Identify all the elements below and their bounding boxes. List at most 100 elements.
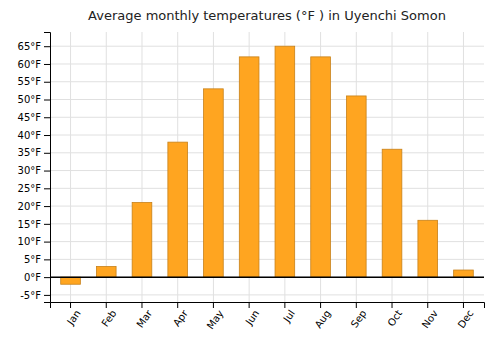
y-axis: -5°F 0°F 5°F 10°F 15°F 20°F 25°F 30°F 35°F 40°F 45… [18,33,51,303]
y-tick-mark [44,224,50,225]
y-tick: 0°F [24,272,50,283]
y-tick-label: 60°F [18,59,42,70]
bar [346,96,366,277]
grid-line-y [50,188,484,189]
y-tick: 40°F [18,130,50,141]
x-tick-mark [141,302,142,308]
x-tick-label: Sep [349,308,369,330]
x-tick-label: Jun [243,308,262,328]
y-tick-label: 45°F [18,112,42,123]
y-tick-mark [44,117,50,118]
grid-line-y [50,206,484,207]
x-tick: Jan [64,302,82,328]
y-tick-label: 25°F [18,183,42,194]
x-tick-mark [106,302,107,308]
chart: -5°F 0°F 5°F 10°F 15°F 20°F 25°F 30°F 35°F 40°F 45… [0,0,500,350]
y-tick: 60°F [18,59,50,70]
x-tick: Aug [313,302,333,330]
y-tick-mark [44,188,50,189]
y-tick-mark [44,242,50,243]
x-tick: Dec [456,302,476,330]
grid-line-y [50,152,484,153]
bar [418,220,438,277]
y-tick-label: 65°F [18,41,42,52]
bar [275,46,295,277]
y-tick: 45°F [18,112,50,123]
y-tick: 55°F [18,76,50,87]
bar [311,57,331,277]
grid-line-x [106,32,107,302]
x-tick-mark [320,302,321,308]
x-tick: Nov [420,302,440,330]
y-tick-label: 15°F [18,219,42,230]
x-tick-label: Dec [456,308,476,330]
bar [382,149,402,277]
y-tick-label: 40°F [18,130,42,141]
x-tick-label: Feb [99,308,118,329]
x-axis-line [51,303,485,309]
x-tick-mark [356,302,357,308]
y-tick: 50°F [18,94,50,105]
grid-line-x [70,32,71,302]
x-tick: Jun [243,302,262,328]
y-tick-label: 10°F [18,236,42,247]
grid-line-y [50,81,484,82]
x-tick-label: May [205,308,226,331]
grid-line-y [50,277,484,278]
grid-line-x [463,32,464,302]
y-tick-mark [44,171,50,172]
x-tick-label: Jan [64,308,82,328]
y-tick-mark [44,259,50,260]
y-tick: 65°F [18,41,50,52]
x-tick: Mar [134,302,154,330]
grid [50,32,484,302]
y-tick-mark [44,82,50,83]
bar [454,270,474,277]
bar [168,142,188,277]
grid-line-y [50,135,484,136]
bars [61,46,474,284]
bar [96,266,116,277]
y-tick-label: 55°F [18,76,42,87]
y-tick-mark [44,135,50,136]
y-tick: 10°F [18,236,50,247]
y-tick-label: 30°F [18,165,42,176]
x-tick-label: Mar [134,307,154,329]
x-tick: Sep [349,302,369,330]
y-tick: -5°F [20,290,50,301]
x-tick: Feb [99,302,118,329]
plot: -5°F 0°F 5°F 10°F 15°F 20°F 25°F 30°F 35°F 40°F 45… [18,32,485,331]
grid-line-y [50,294,484,295]
x-tick: Oct [385,302,404,328]
x-tick-mark [70,302,71,308]
x-tick-mark [427,302,428,308]
grid-line-y [50,117,484,118]
grid-line-y [50,99,484,100]
x-axis: Jan Feb Mar Apr May Jun Jul Aug Sep Oct Nov Dec [51,302,485,331]
x-tick-label: Nov [420,308,440,330]
x-tick-mark [213,302,214,308]
y-tick-mark [44,295,50,296]
y-tick-label: 35°F [18,147,42,158]
grid-line-y [50,46,484,47]
y-tick-mark [44,206,50,207]
y-tick-mark [44,46,50,47]
bar [132,203,152,278]
x-tick-label: Jul [281,308,298,325]
y-tick-mark [44,100,50,101]
x-tick-mark [177,302,178,308]
y-tick: 5°F [24,254,50,265]
y-tick: 20°F [18,201,50,212]
y-tick: 35°F [18,147,50,158]
title: Average monthly temperatures (°F ) in Uy… [88,8,446,23]
y-tick-label: 0°F [24,272,41,283]
x-tick-mark [249,302,250,308]
x-tick-mark [284,302,285,308]
bar [61,277,81,284]
x-tick: Apr [171,302,190,328]
zero-line [50,276,484,278]
grid-line-y [50,170,484,171]
y-tick-label: 50°F [18,94,42,105]
y-tick-mark [44,153,50,154]
y-tick: 30°F [18,165,50,176]
